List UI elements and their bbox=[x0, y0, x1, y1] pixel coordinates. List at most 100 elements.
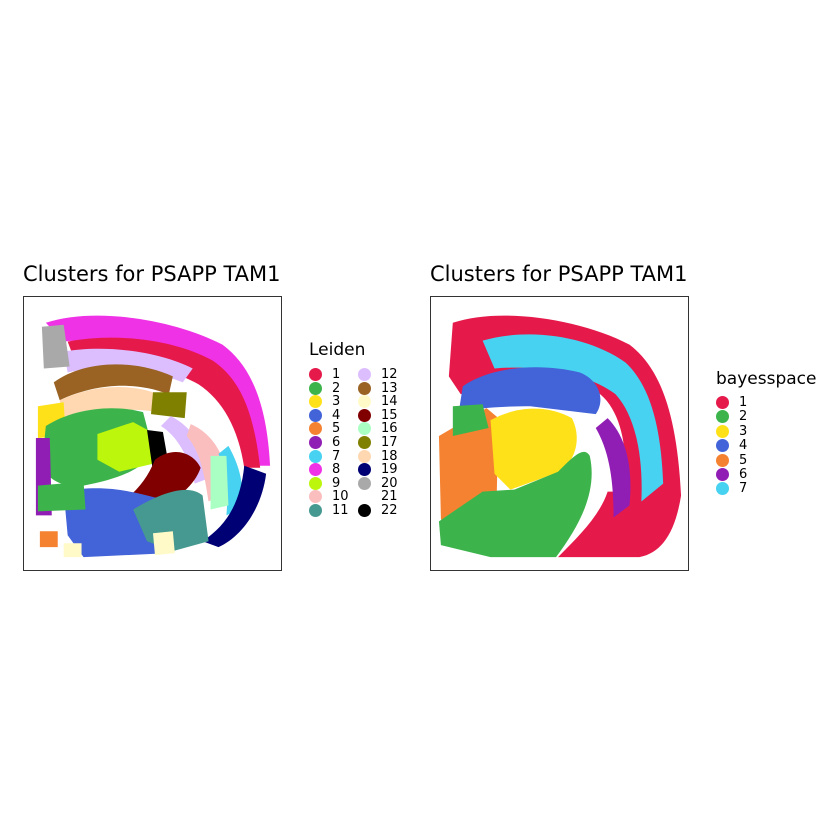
cluster-region-14 bbox=[63, 543, 82, 558]
legend-swatch bbox=[358, 368, 371, 381]
cluster-region-2 bbox=[452, 404, 489, 436]
legend-item-1: 1 bbox=[716, 396, 747, 409]
cluster-region-2 bbox=[37, 481, 86, 512]
right-plot-area bbox=[430, 296, 689, 571]
legend-item-2: 2 bbox=[716, 409, 748, 425]
legend-swatch bbox=[358, 408, 371, 422]
cluster-region-20 bbox=[41, 324, 70, 369]
legend-item-7: 7 bbox=[716, 481, 748, 497]
legend-item-13: 13 bbox=[358, 380, 398, 396]
legend-label: 1 bbox=[739, 395, 748, 410]
legend-item-4: 4 bbox=[716, 438, 748, 454]
legend-swatch bbox=[358, 381, 371, 395]
legend-label: 8 bbox=[332, 462, 341, 478]
legend-item-16: 16 bbox=[358, 421, 398, 437]
legend-label: 17 bbox=[381, 435, 398, 450]
cluster-region-4 bbox=[458, 367, 601, 415]
cluster-region-9 bbox=[97, 422, 155, 472]
left-cluster-map bbox=[35, 315, 271, 558]
legend-item-3: 3 bbox=[716, 423, 748, 439]
legend-swatch bbox=[716, 468, 729, 481]
legend-item-3: 3 bbox=[309, 394, 341, 410]
cluster-region-11 bbox=[133, 489, 209, 552]
legend-swatch bbox=[716, 396, 729, 409]
legend-swatch bbox=[358, 436, 371, 449]
legend-label: 12 bbox=[381, 367, 398, 382]
legend-item-19: 19 bbox=[358, 462, 398, 478]
legend-item-14: 14 bbox=[358, 394, 398, 410]
legend-swatch bbox=[309, 395, 322, 409]
legend-item-2: 2 bbox=[309, 380, 341, 396]
legend-swatch bbox=[309, 449, 322, 463]
legend-swatch bbox=[309, 381, 322, 395]
legend-swatch bbox=[309, 408, 322, 422]
legend-label: 2 bbox=[739, 409, 748, 425]
legend-swatch bbox=[358, 395, 371, 409]
legend-label: 11 bbox=[332, 503, 349, 518]
legend-swatch bbox=[716, 439, 729, 453]
legend-item-5: 5 bbox=[309, 422, 340, 436]
legend-label: 4 bbox=[739, 438, 748, 454]
legend-swatch bbox=[358, 504, 371, 517]
legend-label: 21 bbox=[381, 489, 398, 505]
legend-item-12: 12 bbox=[358, 368, 398, 381]
legend-label: 22 bbox=[381, 503, 398, 518]
legend-swatch bbox=[716, 453, 729, 467]
left-plot-area bbox=[23, 296, 282, 571]
legend-swatch bbox=[716, 482, 729, 496]
legend-label: 9 bbox=[332, 475, 341, 491]
right-panel-title: Clusters for PSAPP TAM1 bbox=[430, 262, 688, 286]
cluster-region-14 bbox=[152, 531, 175, 556]
right-cluster-map bbox=[438, 315, 682, 558]
legend-label: 5 bbox=[739, 452, 748, 468]
legend-item-8: 8 bbox=[309, 462, 341, 478]
legend-item-15: 15 bbox=[358, 408, 398, 422]
legend-label: 20 bbox=[381, 475, 398, 491]
legend-swatch bbox=[309, 368, 322, 381]
legend-swatch bbox=[309, 422, 322, 436]
cluster-region-8 bbox=[45, 315, 271, 466]
legend-label: 14 bbox=[381, 394, 398, 410]
legend-item-6: 6 bbox=[309, 436, 340, 449]
legend-swatch bbox=[309, 436, 322, 449]
cluster-region-2 bbox=[438, 451, 592, 558]
legend-swatch bbox=[309, 463, 322, 477]
legend-label: 16 bbox=[381, 421, 398, 437]
legend-item-1: 1 bbox=[309, 368, 340, 381]
left-panel-title: Clusters for PSAPP TAM1 bbox=[23, 262, 281, 286]
left-legend: 1 2 3 4 5 6 7 8 9 10 11 12 13 14 15 16 17 18 19 20 21 22 bbox=[309, 368, 429, 528]
legend-swatch bbox=[358, 476, 371, 490]
legend-label: 10 bbox=[332, 489, 349, 505]
legend-item-17: 17 bbox=[358, 436, 398, 449]
legend-swatch bbox=[309, 476, 322, 490]
legend-label: 7 bbox=[739, 481, 748, 497]
legend-swatch bbox=[716, 424, 729, 438]
legend-label: 4 bbox=[332, 407, 341, 423]
legend-label: 1 bbox=[332, 367, 341, 382]
legend-swatch bbox=[358, 490, 371, 504]
legend-swatch bbox=[309, 504, 322, 517]
legend-swatch bbox=[358, 463, 371, 477]
cluster-region-5 bbox=[39, 531, 58, 548]
legend-item-11: 11 bbox=[309, 504, 349, 517]
legend-item-7: 7 bbox=[309, 449, 340, 463]
cluster-region-1 bbox=[67, 337, 261, 468]
legend-item-10: 10 bbox=[309, 489, 349, 505]
legend-item-21: 21 bbox=[358, 489, 398, 505]
legend-label: 19 bbox=[381, 462, 398, 478]
left-legend-title: Leiden bbox=[309, 340, 366, 360]
legend-swatch bbox=[358, 449, 371, 463]
legend-label: 6 bbox=[332, 435, 341, 450]
legend-swatch bbox=[716, 410, 729, 424]
cluster-region-13 bbox=[53, 364, 173, 401]
legend-item-18: 18 bbox=[358, 449, 398, 463]
legend-label: 3 bbox=[739, 423, 748, 439]
cluster-region-17 bbox=[151, 392, 187, 419]
legend-label: 13 bbox=[381, 380, 398, 396]
legend-label: 2 bbox=[332, 380, 341, 396]
cluster-region-16 bbox=[210, 455, 229, 510]
legend-label: 3 bbox=[332, 394, 341, 410]
legend-item-22: 22 bbox=[358, 504, 398, 517]
legend-swatch bbox=[309, 490, 322, 504]
